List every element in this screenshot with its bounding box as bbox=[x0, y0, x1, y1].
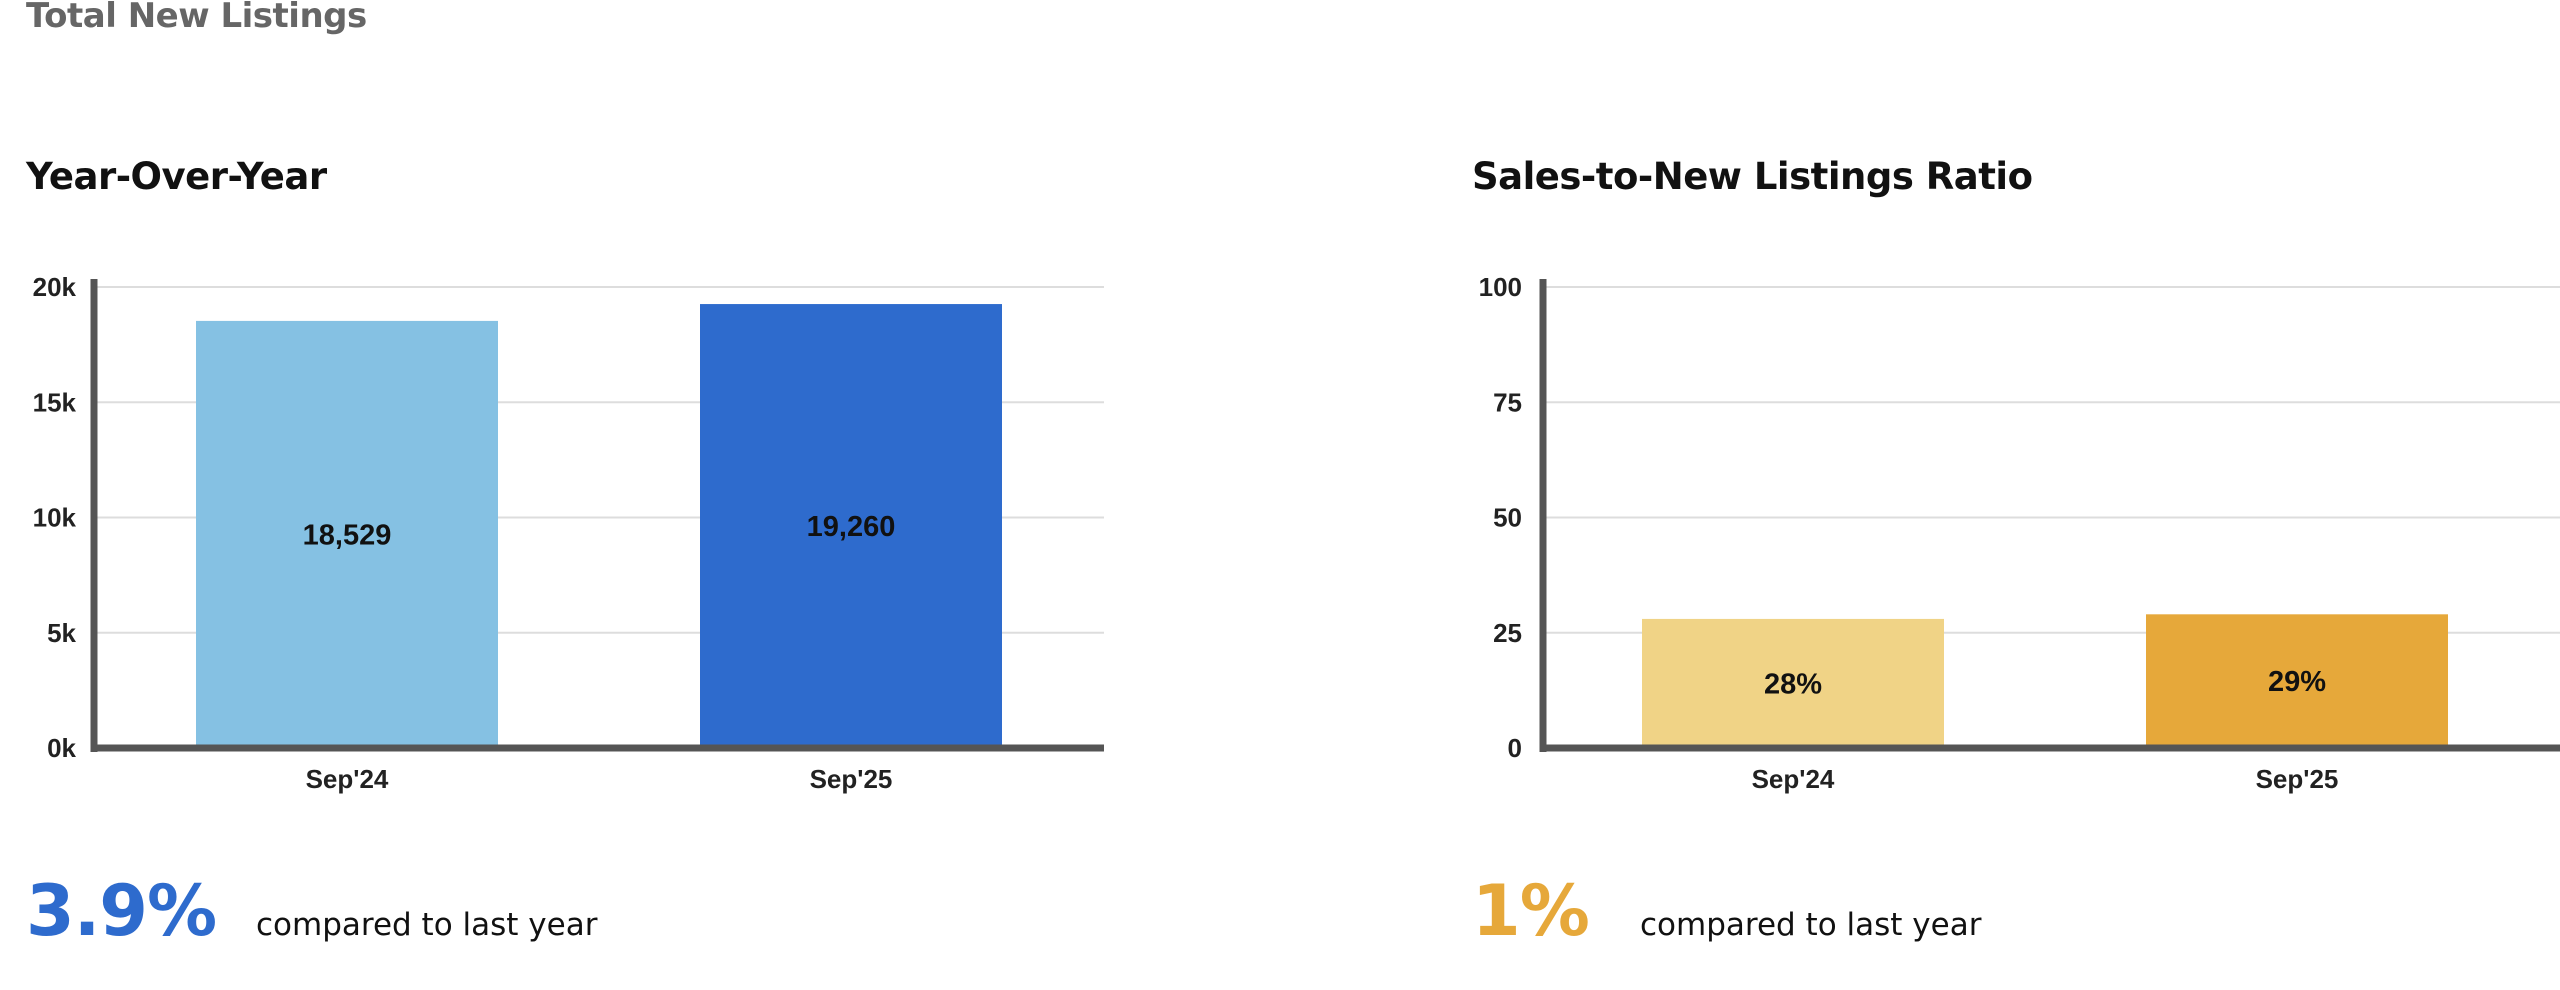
bar bbox=[700, 304, 1002, 748]
y-tick-label: 75 bbox=[1493, 387, 1522, 417]
data-label: 29% bbox=[2268, 666, 2326, 698]
y-tick-label: 15k bbox=[33, 387, 77, 417]
x-tick-label: Sep'24 bbox=[1752, 764, 1835, 794]
sales-to-new-listings-panel: Sales-to-New Listings Ratio 0 25 50 75 100 28… bbox=[1472, 0, 2560, 990]
y-tick-label: 50 bbox=[1493, 503, 1522, 533]
change-percent: 3.9% bbox=[26, 870, 217, 952]
change-caption: compared to last year bbox=[1640, 907, 1982, 943]
chart-title: Year-Over-Year bbox=[26, 155, 327, 198]
y-tick-label: 25 bbox=[1493, 618, 1522, 648]
bar bbox=[1642, 618, 1944, 748]
data-label: 28% bbox=[1764, 668, 1822, 700]
chart-title: Sales-to-New Listings Ratio bbox=[1472, 155, 2033, 198]
data-label: 18,529 bbox=[303, 519, 392, 551]
change-percent: 1% bbox=[1472, 870, 1590, 952]
y-tick-label: 5k bbox=[47, 618, 76, 648]
ratio-summary: 1% compared to last year bbox=[1472, 870, 1981, 952]
bar bbox=[196, 320, 498, 748]
page-title: Total New Listings bbox=[26, 0, 367, 36]
year-over-year-panel: Year-Over-Year 0k 5k 10k 15k 20k 18,529 Sep'24… bbox=[26, 155, 1104, 952]
data-label: 19,260 bbox=[807, 511, 896, 543]
change-caption: compared to last year bbox=[256, 907, 598, 943]
y-tick-label: 0 bbox=[1508, 733, 1522, 763]
sales-to-new-listings-chart: 0 25 50 75 100 28% Sep'24 29% Sep'25 bbox=[1479, 272, 2560, 794]
x-tick-label: Sep'25 bbox=[810, 764, 893, 794]
y-tick-label: 0k bbox=[47, 733, 76, 763]
x-tick-label: Sep'24 bbox=[306, 764, 389, 794]
y-tick-label: 10k bbox=[33, 503, 77, 533]
x-tick-label: Sep'25 bbox=[2256, 764, 2339, 794]
y-tick-label: 20k bbox=[33, 272, 77, 302]
y-tick-label: 100 bbox=[1479, 272, 1522, 302]
year-over-year-chart: 0k 5k 10k 15k 20k 18,529 Sep'24 19,260 Sep'25 bbox=[33, 272, 1104, 794]
yoy-summary: 3.9% compared to last year bbox=[26, 870, 597, 952]
bar bbox=[2146, 614, 2448, 748]
